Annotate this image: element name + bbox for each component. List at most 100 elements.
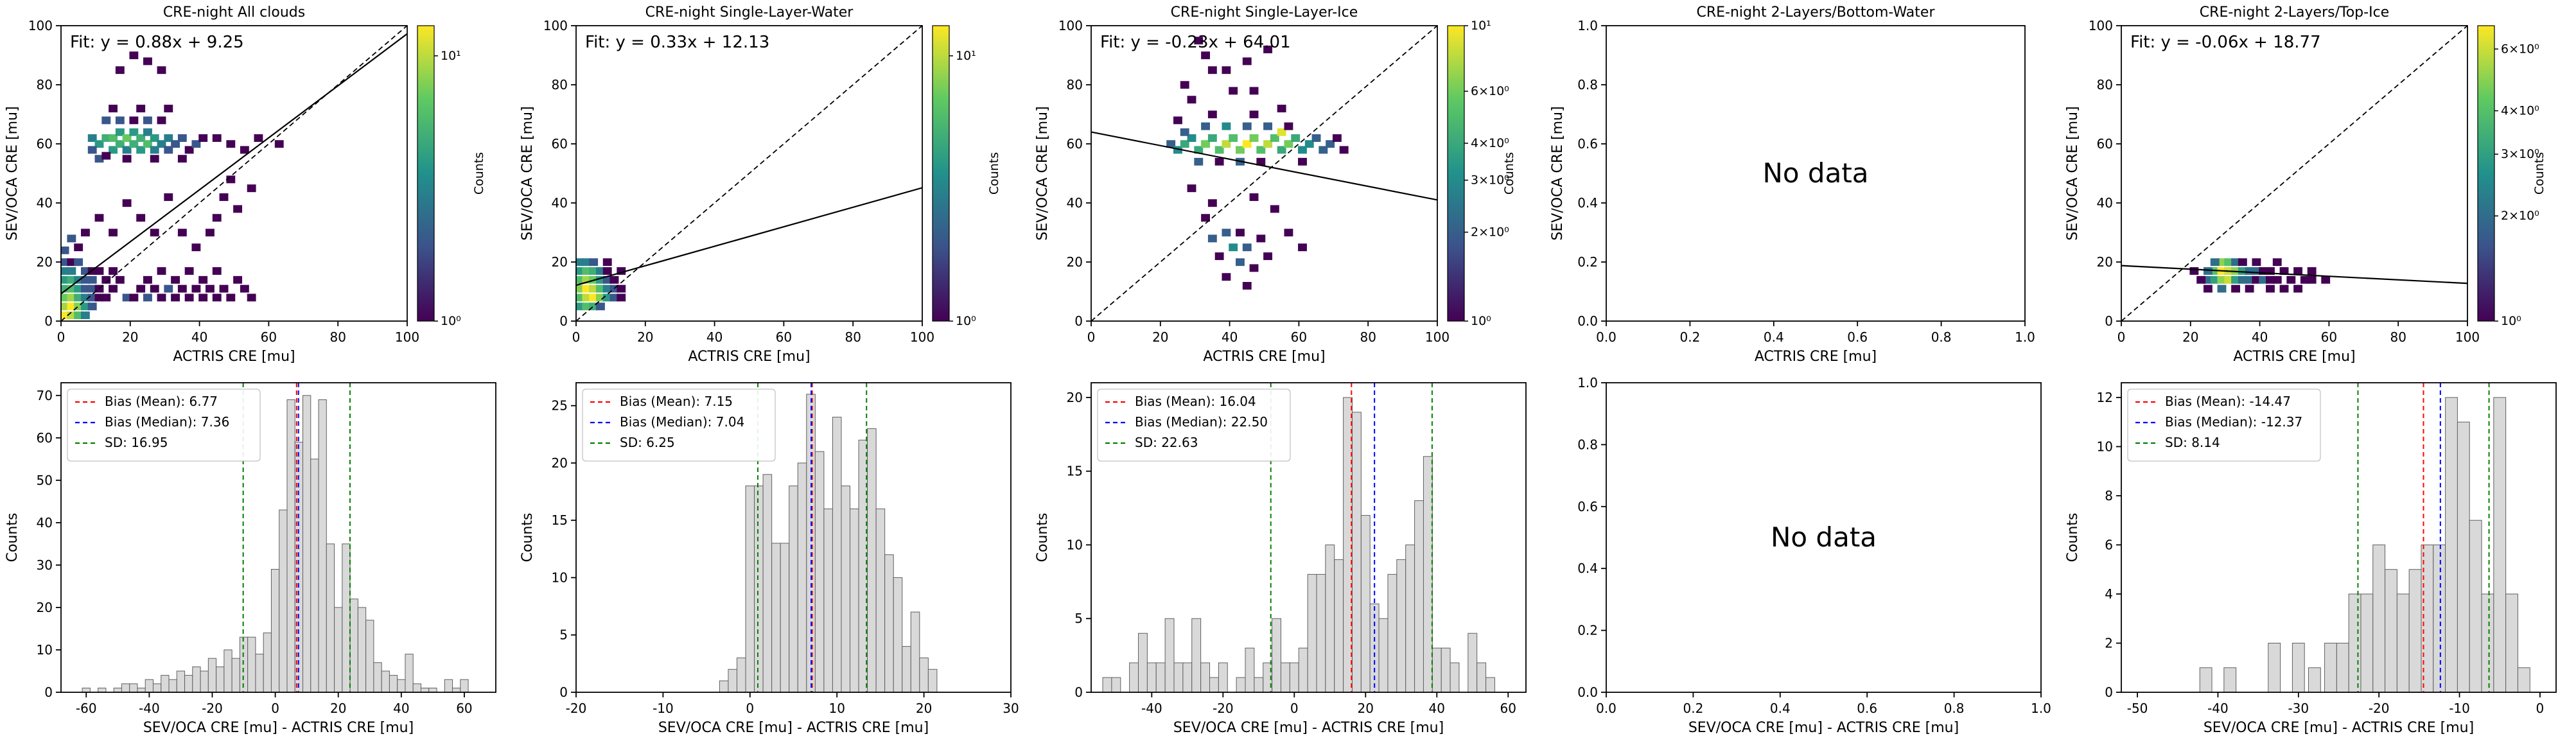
svg-text:SEV/OCA CRE [mu]: SEV/OCA CRE [mu] [1550, 106, 1566, 240]
svg-text:Counts: Counts [1502, 152, 1516, 195]
svg-text:Counts: Counts [472, 152, 486, 195]
svg-text:20: 20 [37, 600, 53, 615]
svg-text:15: 15 [552, 512, 568, 528]
chart-single-layer-water-scatter: 0 20 40 60 80 100 0 20 40 60 80 100 ACTRIS CRE [mu] S… [520, 4, 1001, 365]
svg-text:0.4: 0.4 [1764, 329, 1784, 345]
svg-text:12: 12 [2097, 390, 2113, 405]
svg-text:0.8: 0.8 [1931, 329, 1952, 345]
svg-text:20: 20 [552, 455, 568, 471]
svg-text:-40: -40 [1141, 701, 1162, 716]
svg-text:0: 0 [1074, 685, 1083, 700]
svg-text:SEV/OCA CRE [mu] - ACTRIS CRE: SEV/OCA CRE [mu] - ACTRIS CRE [mu] [2204, 720, 2474, 736]
svg-text:-60: -60 [76, 701, 97, 716]
panel-2layers-bottom-water-scatter: 0.0 0.2 0.4 0.6 0.8 1.0 0.0 0.2 0.4 0.6 0.8 1.0 ACTR… [1545, 0, 2060, 371]
svg-text:Counts: Counts [987, 152, 1001, 195]
chart-2layers-top-ice-histogram: -50 -40 -30 -20 -10 0 0 2 4 6 8 10 12 SEV/OCA CRE [mu… [2065, 382, 2557, 736]
svg-text:-40: -40 [2207, 701, 2229, 716]
svg-text:100: 100 [543, 18, 568, 33]
panel-single-layer-ice-histogram: -40 -20 0 20 40 60 0 5 10 15 20 SEV/OCA CRE [mu] - … [1030, 371, 1545, 743]
svg-text:CRE-night 2-Layers/Bottom-Wate: CRE-night 2-Layers/Bottom-Water [1697, 4, 1936, 21]
svg-text:CRE-night Single-Layer-Water: CRE-night Single-Layer-Water [645, 4, 854, 21]
svg-text:15: 15 [1067, 464, 1083, 479]
svg-text:100: 100 [1058, 18, 1083, 33]
svg-text:100: 100 [1425, 329, 1450, 345]
svg-text:0.2: 0.2 [1683, 701, 1703, 716]
svg-text:0.6: 0.6 [1577, 499, 1598, 514]
svg-text:20: 20 [1067, 254, 1083, 270]
svg-text:SEV/OCA CRE [mu] - ACTRIS CRE: SEV/OCA CRE [mu] - ACTRIS CRE [mu] [143, 720, 414, 736]
svg-text:40: 40 [37, 515, 53, 530]
svg-text:Bias (Mean): -14.47: Bias (Mean): -14.47 [2165, 394, 2291, 409]
svg-text:SEV/OCA CRE [mu]: SEV/OCA CRE [mu] [4, 106, 21, 240]
panel-single-layer-water-scatter: 0 20 40 60 80 100 0 20 40 60 80 100 ACTRIS CRE [mu] S… [515, 0, 1030, 371]
svg-text:60: 60 [552, 136, 568, 152]
svg-text:10⁰: 10⁰ [441, 314, 461, 328]
svg-text:2×10⁰: 2×10⁰ [2501, 209, 2539, 223]
svg-text:60: 60 [37, 136, 53, 152]
svg-text:0: 0 [57, 329, 66, 345]
svg-text:0.0: 0.0 [1596, 701, 1617, 716]
svg-text:0.4: 0.4 [1577, 195, 1598, 211]
svg-text:60: 60 [2097, 136, 2113, 152]
svg-text:-10: -10 [2449, 701, 2470, 716]
svg-text:SEV/OCA CRE [mu]: SEV/OCA CRE [mu] [2065, 106, 2081, 240]
svg-text:20: 20 [1152, 329, 1168, 345]
svg-text:ACTRIS CRE [mu]: ACTRIS CRE [mu] [1203, 349, 1325, 365]
svg-text:Bias (Mean): 7.15: Bias (Mean): 7.15 [620, 394, 733, 409]
svg-text:80: 80 [552, 77, 568, 92]
svg-text:100: 100 [2089, 18, 2113, 33]
svg-text:2×10⁰: 2×10⁰ [1471, 225, 1509, 240]
svg-text:8: 8 [2105, 488, 2113, 503]
svg-text:0.2: 0.2 [1577, 623, 1598, 638]
svg-text:6×10⁰: 6×10⁰ [2501, 42, 2539, 56]
panel-single-layer-ice-scatter: 0 20 40 60 80 100 0 20 40 60 80 100 ACTRIS CRE [mu] S… [1030, 0, 1545, 371]
svg-text:4: 4 [2105, 586, 2113, 602]
svg-text:0: 0 [271, 701, 279, 716]
histogram-row: -60 -40 -20 0 20 40 60 0 10 20 30 40 50 60 70 SEV/OCA C… [0, 371, 2576, 743]
svg-text:100: 100 [2455, 329, 2480, 345]
svg-text:0.0: 0.0 [1596, 329, 1617, 345]
svg-text:10¹: 10¹ [441, 49, 461, 63]
svg-text:40: 40 [1067, 195, 1083, 211]
svg-text:2: 2 [2105, 635, 2113, 651]
svg-text:Fit: y = -0.06x + 18.77: Fit: y = -0.06x + 18.77 [2130, 33, 2321, 52]
svg-text:80: 80 [845, 329, 861, 345]
chart-2layers-bottom-water-scatter: 0.0 0.2 0.4 0.6 0.8 1.0 0.0 0.2 0.4 0.6 0.8 1.0 ACTR… [1550, 4, 2035, 365]
svg-text:0: 0 [1074, 313, 1083, 329]
svg-text:40: 40 [2097, 195, 2113, 211]
chart-all-clouds-histogram: -60 -40 -20 0 20 40 60 0 10 20 30 40 50 60 70 SEV/OCA C… [4, 382, 496, 736]
svg-text:No data: No data [1762, 157, 1868, 189]
svg-text:0: 0 [559, 313, 568, 329]
svg-text:60: 60 [456, 701, 472, 716]
svg-text:10: 10 [552, 570, 568, 585]
svg-text:-20: -20 [1213, 701, 1234, 716]
svg-text:60: 60 [1500, 701, 1516, 716]
svg-text:0.6: 0.6 [1577, 136, 1598, 152]
panel-2layers-bottom-water-histogram: 0.0 0.2 0.4 0.6 0.8 1.0 0.0 0.2 0.4 0.6 0.8 1.0 SEV/… [1545, 371, 2060, 743]
svg-text:100: 100 [395, 329, 419, 345]
svg-text:CRE-night Single-Layer-Ice: CRE-night Single-Layer-Ice [1171, 4, 1358, 21]
svg-text:25: 25 [552, 398, 568, 414]
svg-text:10⁰: 10⁰ [2501, 314, 2521, 328]
svg-text:Counts: Counts [520, 513, 536, 563]
chart-single-layer-water-histogram: -20 -10 0 10 20 30 0 5 10 15 20 25 SEV/OCA CRE [mu] … [520, 382, 1019, 736]
svg-text:20: 20 [330, 701, 346, 716]
svg-text:0.2: 0.2 [1577, 254, 1598, 270]
svg-text:Bias (Mean): 16.04: Bias (Mean): 16.04 [1135, 394, 1256, 409]
svg-text:1.0: 1.0 [2015, 329, 2035, 345]
svg-text:ACTRIS CRE [mu]: ACTRIS CRE [mu] [2233, 349, 2355, 365]
svg-text:-50: -50 [2127, 701, 2148, 716]
svg-text:1.0: 1.0 [1577, 375, 1598, 390]
svg-text:SEV/OCA CRE [mu] - ACTRIS CRE: SEV/OCA CRE [mu] - ACTRIS CRE [mu] [658, 720, 929, 736]
svg-text:CRE-night All clouds: CRE-night All clouds [163, 4, 305, 21]
svg-text:30: 30 [1003, 701, 1019, 716]
svg-text:20: 20 [2182, 329, 2198, 345]
svg-text:0.8: 0.8 [1944, 701, 1965, 716]
svg-text:10: 10 [1067, 537, 1083, 552]
svg-text:-20: -20 [566, 701, 587, 716]
svg-text:Bias (Median): 7.36: Bias (Median): 7.36 [105, 414, 229, 430]
svg-text:4×10⁰: 4×10⁰ [1471, 136, 1509, 150]
svg-text:60: 60 [2321, 329, 2337, 345]
svg-text:10: 10 [37, 642, 53, 658]
